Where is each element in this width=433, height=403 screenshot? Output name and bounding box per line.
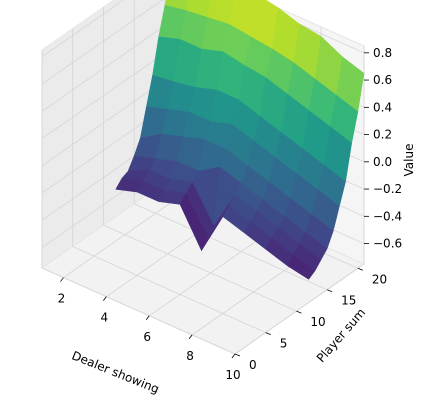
x-tick-mark (188, 334, 193, 340)
z-tick-label: −0.4 (373, 209, 402, 223)
y-tick-mark (296, 310, 302, 314)
grid-line (234, 263, 365, 355)
y-tick-mark (326, 289, 333, 293)
z-tick-label: 0.4 (373, 100, 392, 114)
surface-patch (286, 254, 316, 280)
x-tick-label: 10 (225, 368, 240, 382)
z-tick-label: 0.0 (373, 155, 392, 169)
y-tick-label: 10 (310, 315, 325, 329)
y-tick-mark (357, 267, 364, 271)
y-tick-mark (234, 353, 241, 357)
y-tick-label: 15 (341, 294, 356, 308)
y-tick-label: 20 (372, 272, 387, 286)
grid-line (72, 246, 266, 333)
z-tick-label: 0.8 (373, 46, 392, 60)
grid-line (133, 203, 328, 291)
x-tick-mark (231, 353, 236, 359)
z-tick-label: −0.2 (373, 182, 402, 196)
y-tick-label: 5 (280, 337, 288, 351)
grid-line (103, 224, 297, 312)
grid-line (41, 0, 164, 85)
grid-line (41, 20, 172, 112)
z-tick-label: −0.6 (373, 237, 402, 251)
y-tick-mark (265, 332, 271, 335)
x-axis-label: Dealer showing (70, 348, 161, 396)
grid-line (41, 267, 236, 355)
y-tick-label: 0 (249, 358, 257, 372)
x-tick-mark (103, 296, 107, 301)
grid-line (41, 48, 172, 139)
x-tick-mark (145, 315, 150, 321)
tick-labels: 2 4 6 8 10 0 5 10 15 20 −0.6 −0.4 −0.2 0.0 0.2 0.4 0.6 0.… (58, 46, 403, 382)
z-tick-label: 0.2 (373, 128, 392, 142)
x-tick-mark (60, 277, 64, 282)
x-tick-label: 4 (100, 311, 108, 325)
axis-lines (60, 52, 369, 359)
x-tick-label: 6 (143, 330, 151, 344)
value-surface (115, 0, 365, 280)
z-tick-label: 0.6 (373, 73, 392, 87)
x-tick-label: 8 (186, 349, 194, 363)
z-axis-label: Value (402, 144, 416, 177)
grid-line (41, 0, 125, 58)
x-tick-label: 2 (58, 292, 66, 306)
